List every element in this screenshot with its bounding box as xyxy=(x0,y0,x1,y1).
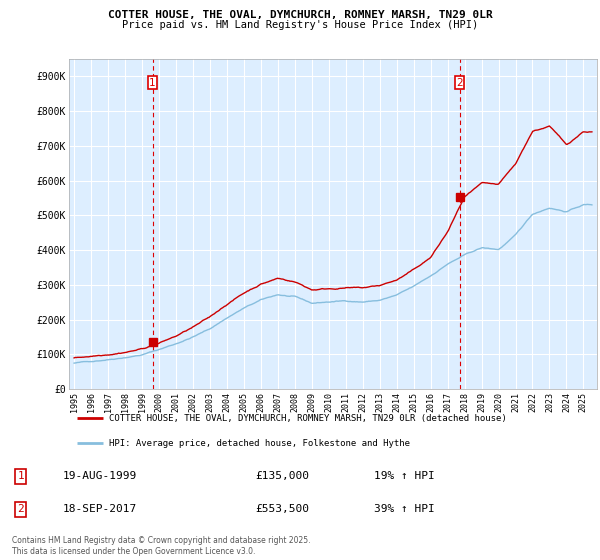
Text: £135,000: £135,000 xyxy=(256,472,310,482)
Text: Contains HM Land Registry data © Crown copyright and database right 2025.
This d: Contains HM Land Registry data © Crown c… xyxy=(12,536,311,556)
Text: COTTER HOUSE, THE OVAL, DYMCHURCH, ROMNEY MARSH, TN29 0LR: COTTER HOUSE, THE OVAL, DYMCHURCH, ROMNE… xyxy=(107,10,493,20)
Text: 2: 2 xyxy=(17,505,24,515)
Text: 19% ↑ HPI: 19% ↑ HPI xyxy=(374,472,435,482)
Text: 1: 1 xyxy=(149,78,156,88)
Text: Price paid vs. HM Land Registry's House Price Index (HPI): Price paid vs. HM Land Registry's House … xyxy=(122,20,478,30)
Text: 18-SEP-2017: 18-SEP-2017 xyxy=(62,505,137,515)
Text: £553,500: £553,500 xyxy=(256,505,310,515)
Text: 19-AUG-1999: 19-AUG-1999 xyxy=(62,472,137,482)
Text: COTTER HOUSE, THE OVAL, DYMCHURCH, ROMNEY MARSH, TN29 0LR (detached house): COTTER HOUSE, THE OVAL, DYMCHURCH, ROMNE… xyxy=(109,414,506,423)
Text: 2: 2 xyxy=(457,78,463,88)
Text: 39% ↑ HPI: 39% ↑ HPI xyxy=(374,505,435,515)
Text: HPI: Average price, detached house, Folkestone and Hythe: HPI: Average price, detached house, Folk… xyxy=(109,438,410,447)
Text: 1: 1 xyxy=(17,472,24,482)
